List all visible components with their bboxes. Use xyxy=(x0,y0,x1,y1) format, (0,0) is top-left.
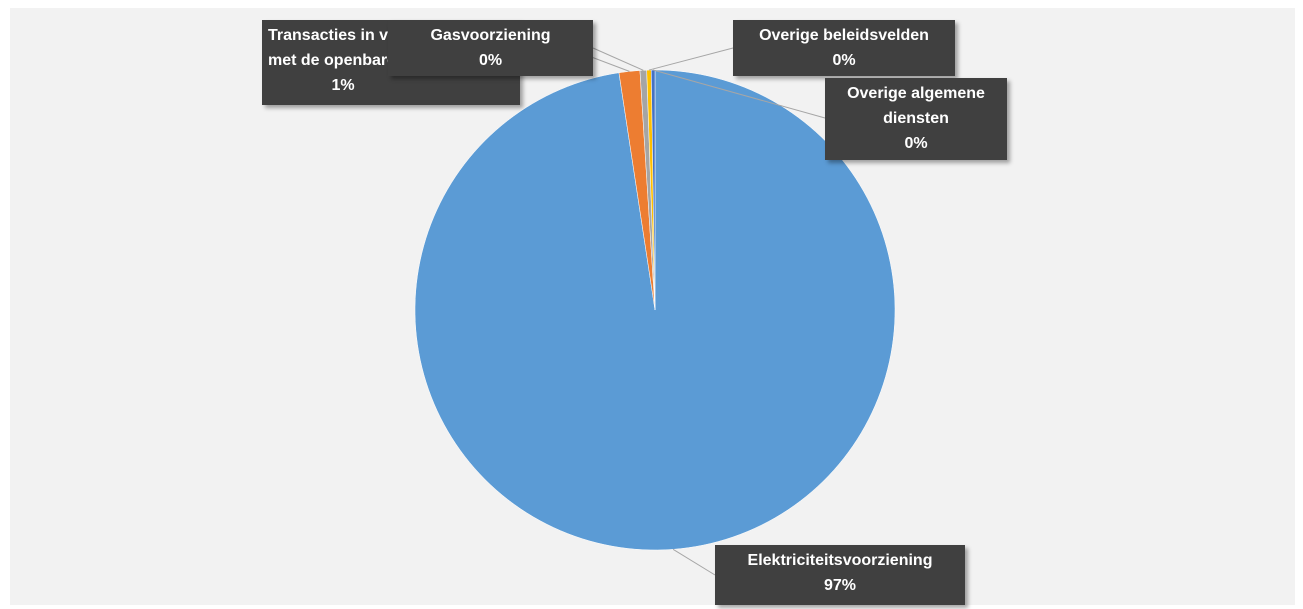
chart-area: Elektriciteitsvoorziening 97% Transacties … xyxy=(10,8,1295,605)
label-category: Overige beleidsvelden xyxy=(759,27,929,44)
data-label: Elektriciteitsvoorziening 97% xyxy=(715,545,965,605)
leader-line xyxy=(648,47,734,71)
label-value: 0% xyxy=(832,52,856,69)
label-value: 0% xyxy=(904,135,928,152)
label-value: 1% xyxy=(331,77,355,94)
label-value: 97% xyxy=(823,577,857,594)
label-category: Elektriciteitsvoorziening xyxy=(747,552,933,569)
label-category: Overige algemene diensten xyxy=(847,85,985,127)
leader-line xyxy=(592,47,644,71)
data-label: Overige beleidsvelden 0% xyxy=(733,20,955,76)
leader-line xyxy=(652,69,826,119)
leader-line xyxy=(672,548,716,576)
label-category: Transacties in ve met de openbare xyxy=(268,27,397,69)
label-category: Gasvoorziening xyxy=(430,27,551,44)
data-label: Gasvoorziening 0% xyxy=(388,20,593,76)
pie-slice xyxy=(650,69,656,311)
label-value: 0% xyxy=(478,52,503,69)
chart xyxy=(414,29,896,576)
data-label: Overige algemene diensten 0% xyxy=(825,78,1007,160)
